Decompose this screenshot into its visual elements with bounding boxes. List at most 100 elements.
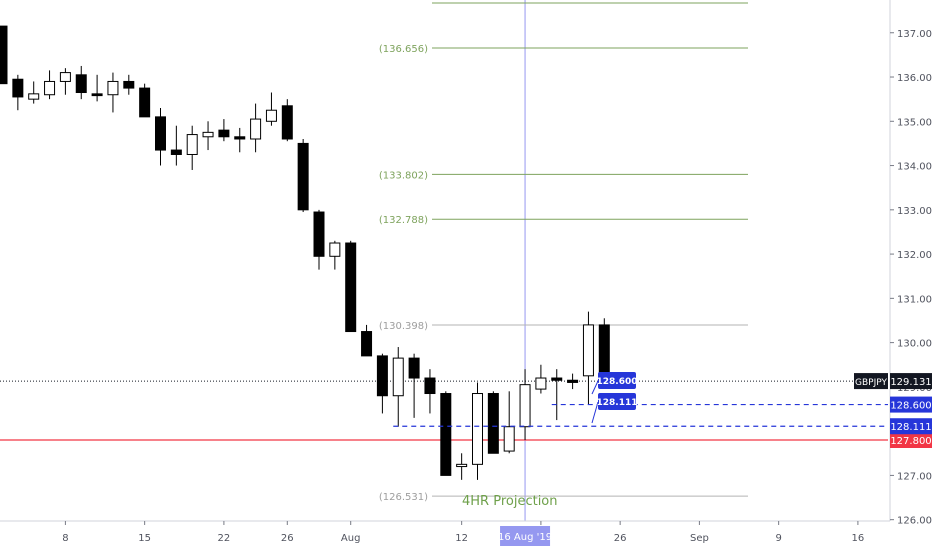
candle[interactable] xyxy=(361,324,373,357)
callout-label: 128.111 xyxy=(597,398,638,408)
fib-level-label: (133.802) xyxy=(379,170,428,181)
candle-body xyxy=(250,118,262,140)
candle[interactable] xyxy=(582,311,594,405)
price-tick-label: 132.000 xyxy=(897,250,932,261)
candle[interactable] xyxy=(392,347,404,427)
candles xyxy=(0,25,610,480)
candle[interactable] xyxy=(234,127,246,153)
candle-body xyxy=(551,377,563,381)
candle[interactable] xyxy=(598,318,610,382)
fib-levels: (136.656) (133.802) (132.788) (130.398) (126… xyxy=(379,2,748,503)
candle-body xyxy=(265,109,277,122)
candle[interactable] xyxy=(12,74,24,111)
candle[interactable] xyxy=(75,65,87,100)
candle[interactable] xyxy=(487,391,499,454)
candle-body xyxy=(519,384,531,428)
candle-body xyxy=(91,93,103,97)
price-tick-label: 130.000 xyxy=(897,339,932,350)
candle-body xyxy=(408,357,420,379)
candle[interactable] xyxy=(519,369,531,440)
axis-price-label: 128.111 xyxy=(890,422,931,433)
price-tick-label: 135.000 xyxy=(897,117,932,128)
fib-level-label: (136.656) xyxy=(379,44,428,55)
callout-pointer xyxy=(591,401,599,424)
callout-box xyxy=(598,393,636,410)
fib-level-label: (132.788) xyxy=(379,215,428,226)
price-tick-label: 126.000 xyxy=(897,516,932,527)
candle[interactable] xyxy=(503,391,515,454)
candle-body xyxy=(0,25,8,85)
time-tick-label: 9 xyxy=(775,533,781,544)
candle-body xyxy=(202,131,214,138)
price-tick-label: 127.000 xyxy=(897,471,932,482)
candle[interactable] xyxy=(155,108,166,166)
crosshair-date-label: 16 Aug '19 xyxy=(498,532,552,543)
price-tick-label: 134.000 xyxy=(897,162,932,173)
candle[interactable] xyxy=(567,373,579,390)
candle[interactable] xyxy=(186,125,198,170)
price-tick-label: 133.000 xyxy=(897,206,932,217)
candle[interactable] xyxy=(250,103,262,153)
candle-body xyxy=(107,80,119,96)
candle[interactable] xyxy=(281,99,293,142)
candle[interactable] xyxy=(170,125,182,166)
candle-body xyxy=(503,426,515,452)
candle-body xyxy=(582,324,594,377)
time-tick-label: Sep xyxy=(690,533,709,544)
axis-price-label-bg xyxy=(890,396,932,413)
candle[interactable] xyxy=(313,209,325,270)
candle-body xyxy=(28,93,40,100)
candle[interactable] xyxy=(376,353,388,414)
callouts: 128.600 128.111 xyxy=(591,372,638,424)
candle-body xyxy=(59,72,71,82)
candle[interactable] xyxy=(297,138,309,213)
time-tick-label: Aug xyxy=(341,533,361,544)
candle[interactable] xyxy=(345,240,357,333)
candle[interactable] xyxy=(59,68,71,95)
price-tick-label: 137.000 xyxy=(897,29,932,40)
candle[interactable] xyxy=(218,119,230,142)
candle-body xyxy=(297,142,309,211)
candle[interactable] xyxy=(139,83,151,118)
candle-body xyxy=(392,357,404,397)
candle[interactable] xyxy=(456,453,468,480)
symbol-tag-bg xyxy=(854,373,888,390)
callout-box xyxy=(598,372,636,389)
candle-body xyxy=(313,211,325,257)
candle[interactable] xyxy=(329,240,341,270)
candle[interactable] xyxy=(472,382,483,480)
candle[interactable] xyxy=(265,92,277,126)
time-tick-label: 8 xyxy=(62,533,68,544)
fib-level-label: (126.531) xyxy=(379,492,428,503)
axis-price-label-bg xyxy=(890,431,932,448)
candle[interactable] xyxy=(44,70,56,100)
candle[interactable] xyxy=(424,369,436,414)
candle[interactable] xyxy=(123,74,135,95)
price-tick-label: 136.000 xyxy=(897,73,932,84)
time-tick-label: 12 xyxy=(455,533,468,544)
candle-body xyxy=(234,136,246,140)
candle[interactable] xyxy=(91,74,103,102)
candle[interactable] xyxy=(408,353,420,418)
axis-price-label-bg xyxy=(890,418,932,435)
candle-body xyxy=(44,80,56,96)
symbol-tag: GBPJPY xyxy=(855,378,887,388)
candle-body xyxy=(329,242,341,257)
candle[interactable] xyxy=(551,369,563,421)
candle[interactable] xyxy=(28,81,40,104)
candle[interactable] xyxy=(440,391,452,476)
candle[interactable] xyxy=(107,72,119,113)
candle-body xyxy=(170,149,182,155)
candle-body xyxy=(12,78,24,98)
candle[interactable] xyxy=(0,25,8,85)
time-axis: 8152226Aug121926Sep91616 Aug '19 xyxy=(0,520,890,546)
candle[interactable] xyxy=(535,364,547,394)
time-tick-label: 26 xyxy=(281,533,294,544)
candle[interactable] xyxy=(202,121,214,151)
callout-label: 128.600 xyxy=(597,377,638,387)
time-tick-label: 22 xyxy=(218,533,231,544)
axis-price-label-bg xyxy=(890,373,932,390)
candle-body xyxy=(155,116,166,151)
